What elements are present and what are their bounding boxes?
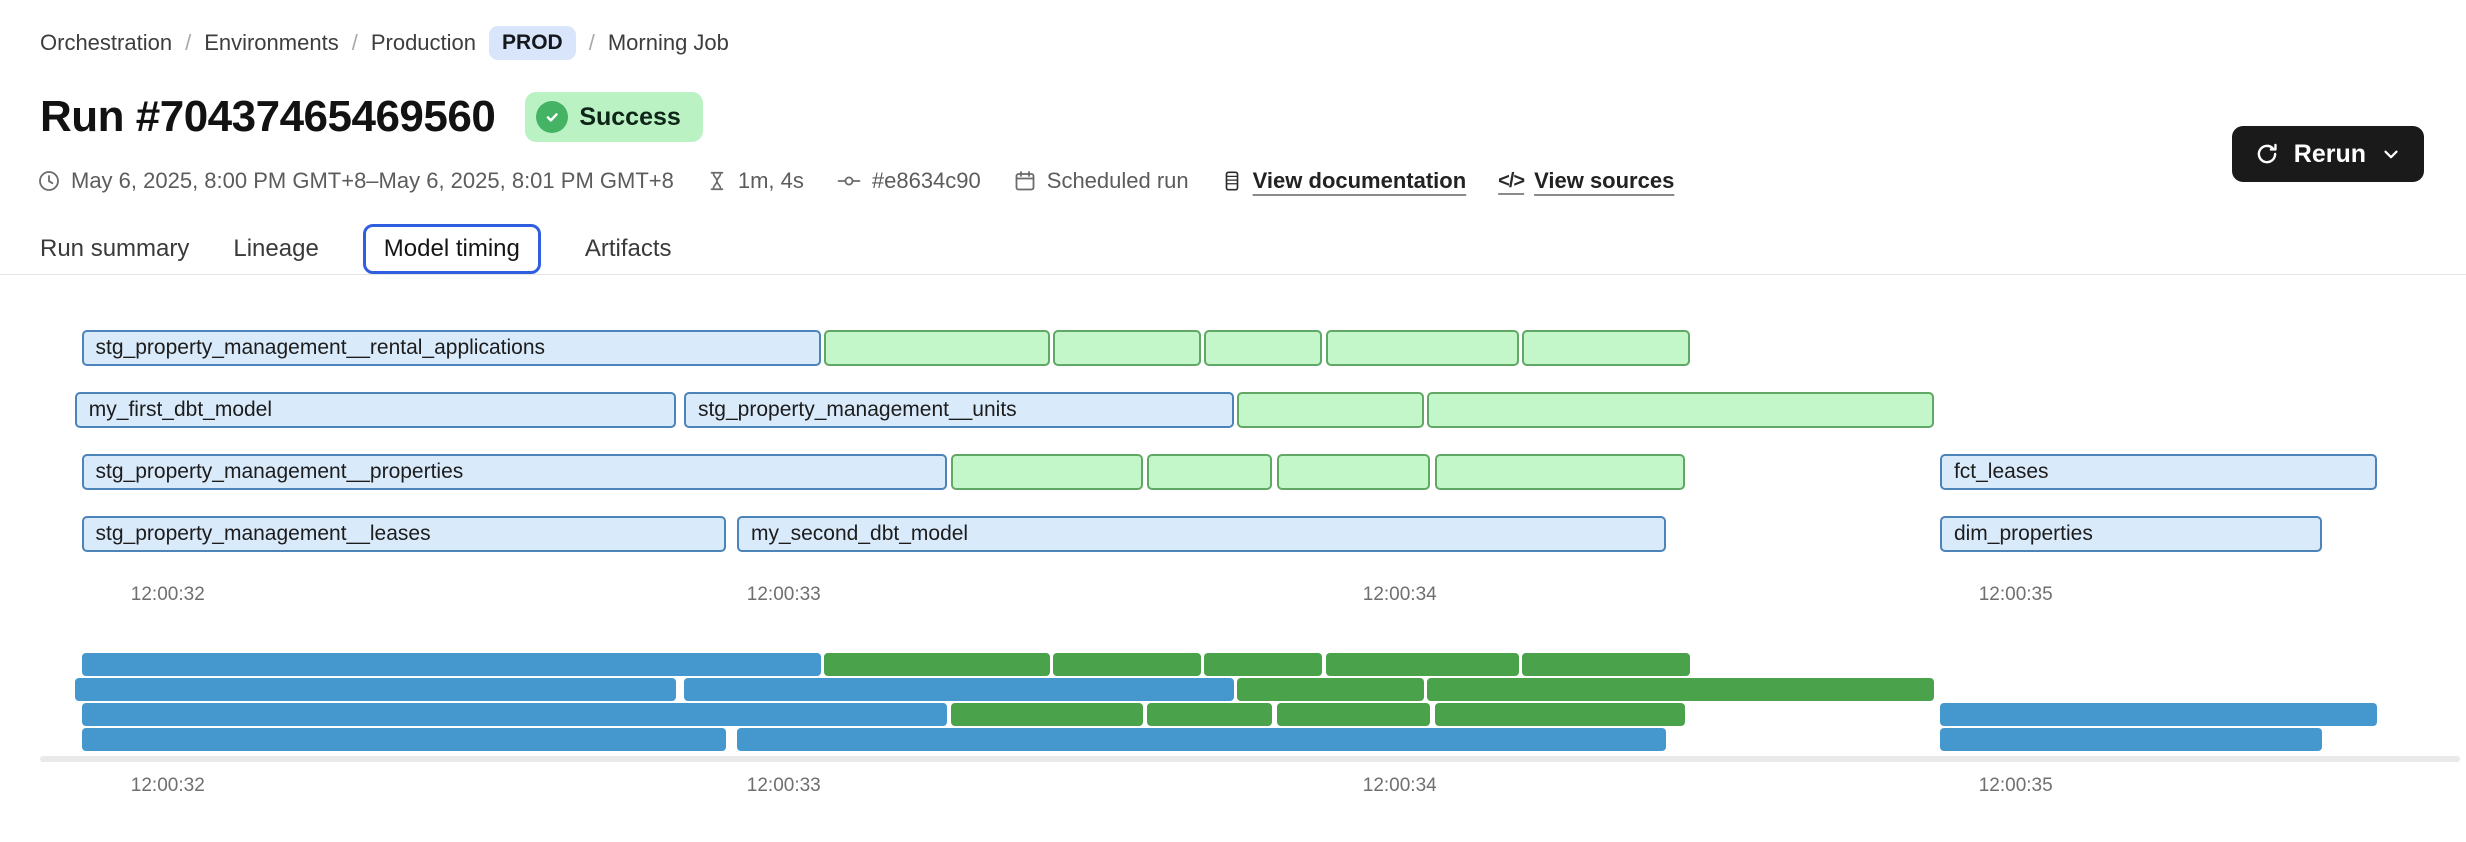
run-meta-row: May 6, 2025, 8:00 PM GMT+8–May 6, 2025, … bbox=[37, 168, 1674, 194]
tab-model-timing[interactable]: Model timing bbox=[362, 224, 541, 274]
tabs-divider bbox=[0, 274, 2466, 275]
time-tick-label: 12:00:32 bbox=[130, 584, 205, 605]
segment-bar[interactable] bbox=[950, 454, 1143, 490]
tab-run-summary[interactable]: Run summary bbox=[40, 235, 190, 262]
run-trigger: Scheduled run bbox=[1013, 168, 1189, 194]
env-badge-prod: PROD bbox=[489, 26, 576, 60]
model-bar[interactable]: stg_property_management__properties bbox=[81, 454, 947, 490]
minimap-bar bbox=[950, 703, 1143, 726]
model-bar[interactable]: my_first_dbt_model bbox=[74, 392, 676, 428]
segment-bar[interactable] bbox=[1427, 392, 1934, 428]
time-tick-label: 12:00:35 bbox=[1978, 584, 2053, 605]
refresh-icon bbox=[2254, 141, 2280, 167]
time-tick-label: 12:00:32 bbox=[130, 775, 205, 796]
segment-bar[interactable] bbox=[1325, 330, 1519, 366]
minimap-bar bbox=[1325, 653, 1519, 676]
segment-bar[interactable] bbox=[1236, 392, 1424, 428]
minimap-bar bbox=[1146, 703, 1272, 726]
minimap-bar bbox=[683, 678, 1235, 701]
breadcrumb-separator: / bbox=[351, 30, 358, 55]
segment-bar[interactable] bbox=[1203, 330, 1323, 366]
minimap-bar bbox=[1236, 678, 1424, 701]
minimap-bar bbox=[1052, 653, 1201, 676]
code-icon: </> bbox=[1498, 169, 1525, 192]
tab-lineage[interactable]: Lineage bbox=[233, 235, 319, 262]
breadcrumb-separator: / bbox=[588, 30, 595, 55]
minimap-bar bbox=[1203, 653, 1323, 676]
time-tick-label: 12:00:33 bbox=[746, 775, 821, 796]
hourglass-icon bbox=[706, 169, 728, 193]
time-tick-label: 12:00:34 bbox=[1362, 775, 1437, 796]
chevron-down-icon bbox=[2380, 143, 2402, 165]
breadcrumb-orchestration[interactable]: Orchestration bbox=[40, 30, 173, 55]
view-documentation-link[interactable]: View documentation bbox=[1221, 168, 1466, 194]
tab-artifacts[interactable]: Artifacts bbox=[584, 235, 672, 262]
model-bar[interactable]: fct_leases bbox=[1939, 454, 2377, 490]
breadcrumb-separator: / bbox=[185, 30, 192, 55]
model-bar[interactable]: my_second_dbt_model bbox=[736, 516, 1666, 552]
breadcrumb-production[interactable]: Production bbox=[370, 30, 477, 55]
minimap-bar bbox=[81, 653, 821, 676]
model-bar[interactable]: dim_properties bbox=[1939, 516, 2322, 552]
model-bar[interactable]: stg_property_management__rental_applicat… bbox=[81, 330, 821, 366]
segment-bar[interactable] bbox=[1521, 330, 1690, 366]
calendar-icon bbox=[1013, 169, 1037, 193]
status-badge-label: Success bbox=[579, 102, 681, 131]
minimap-bar bbox=[1521, 653, 1690, 676]
page-title: Run #70437465469560 bbox=[40, 92, 496, 141]
model-bar[interactable]: stg_property_management__leases bbox=[81, 516, 726, 552]
run-time-range: May 6, 2025, 8:00 PM GMT+8–May 6, 2025, … bbox=[37, 168, 674, 194]
status-badge: Success bbox=[525, 92, 703, 142]
segment-bar[interactable] bbox=[1052, 330, 1201, 366]
minimap-bar bbox=[1434, 703, 1685, 726]
breadcrumb-environments[interactable]: Environments bbox=[204, 30, 339, 55]
minimap-bar bbox=[81, 728, 726, 751]
model-bar[interactable]: stg_property_management__units bbox=[683, 392, 1235, 428]
minimap-bar bbox=[1276, 703, 1430, 726]
segment-bar[interactable] bbox=[1434, 454, 1685, 490]
segment-bar[interactable] bbox=[1146, 454, 1272, 490]
minimap-bar bbox=[736, 728, 1666, 751]
rerun-button[interactable]: Rerun bbox=[2231, 126, 2424, 182]
rerun-button-label: Rerun bbox=[2293, 139, 2366, 168]
document-icon bbox=[1221, 169, 1243, 193]
time-tick-label: 12:00:35 bbox=[1978, 775, 2053, 796]
segment-bar[interactable] bbox=[823, 330, 1050, 366]
run-tabs: Run summary Lineage Model timing Artifac… bbox=[40, 224, 672, 274]
breadcrumb: Orchestration / Environments / Productio… bbox=[40, 26, 729, 60]
minimap-bar bbox=[1427, 678, 1934, 701]
minimap-scroll-track[interactable] bbox=[40, 756, 2460, 762]
segment-bar[interactable] bbox=[1276, 454, 1430, 490]
time-tick-label: 12:00:33 bbox=[746, 584, 821, 605]
commit-icon bbox=[836, 169, 862, 193]
minimap-bar bbox=[1939, 728, 2322, 751]
minimap-bar bbox=[81, 703, 947, 726]
run-duration: 1m, 4s bbox=[706, 168, 804, 194]
minimap-bar bbox=[823, 653, 1050, 676]
time-tick-label: 12:00:34 bbox=[1362, 584, 1437, 605]
success-check-icon bbox=[536, 101, 569, 133]
title-row: Run #70437465469560 Success bbox=[40, 92, 703, 142]
minimap-bar bbox=[74, 678, 676, 701]
breadcrumb-morning-job[interactable]: Morning Job bbox=[607, 30, 729, 55]
commit-sha: #e8634c90 bbox=[836, 168, 981, 194]
clock-icon bbox=[37, 169, 61, 193]
minimap-bar bbox=[1939, 703, 2377, 726]
view-sources-link[interactable]: </> View sources bbox=[1498, 168, 1675, 193]
